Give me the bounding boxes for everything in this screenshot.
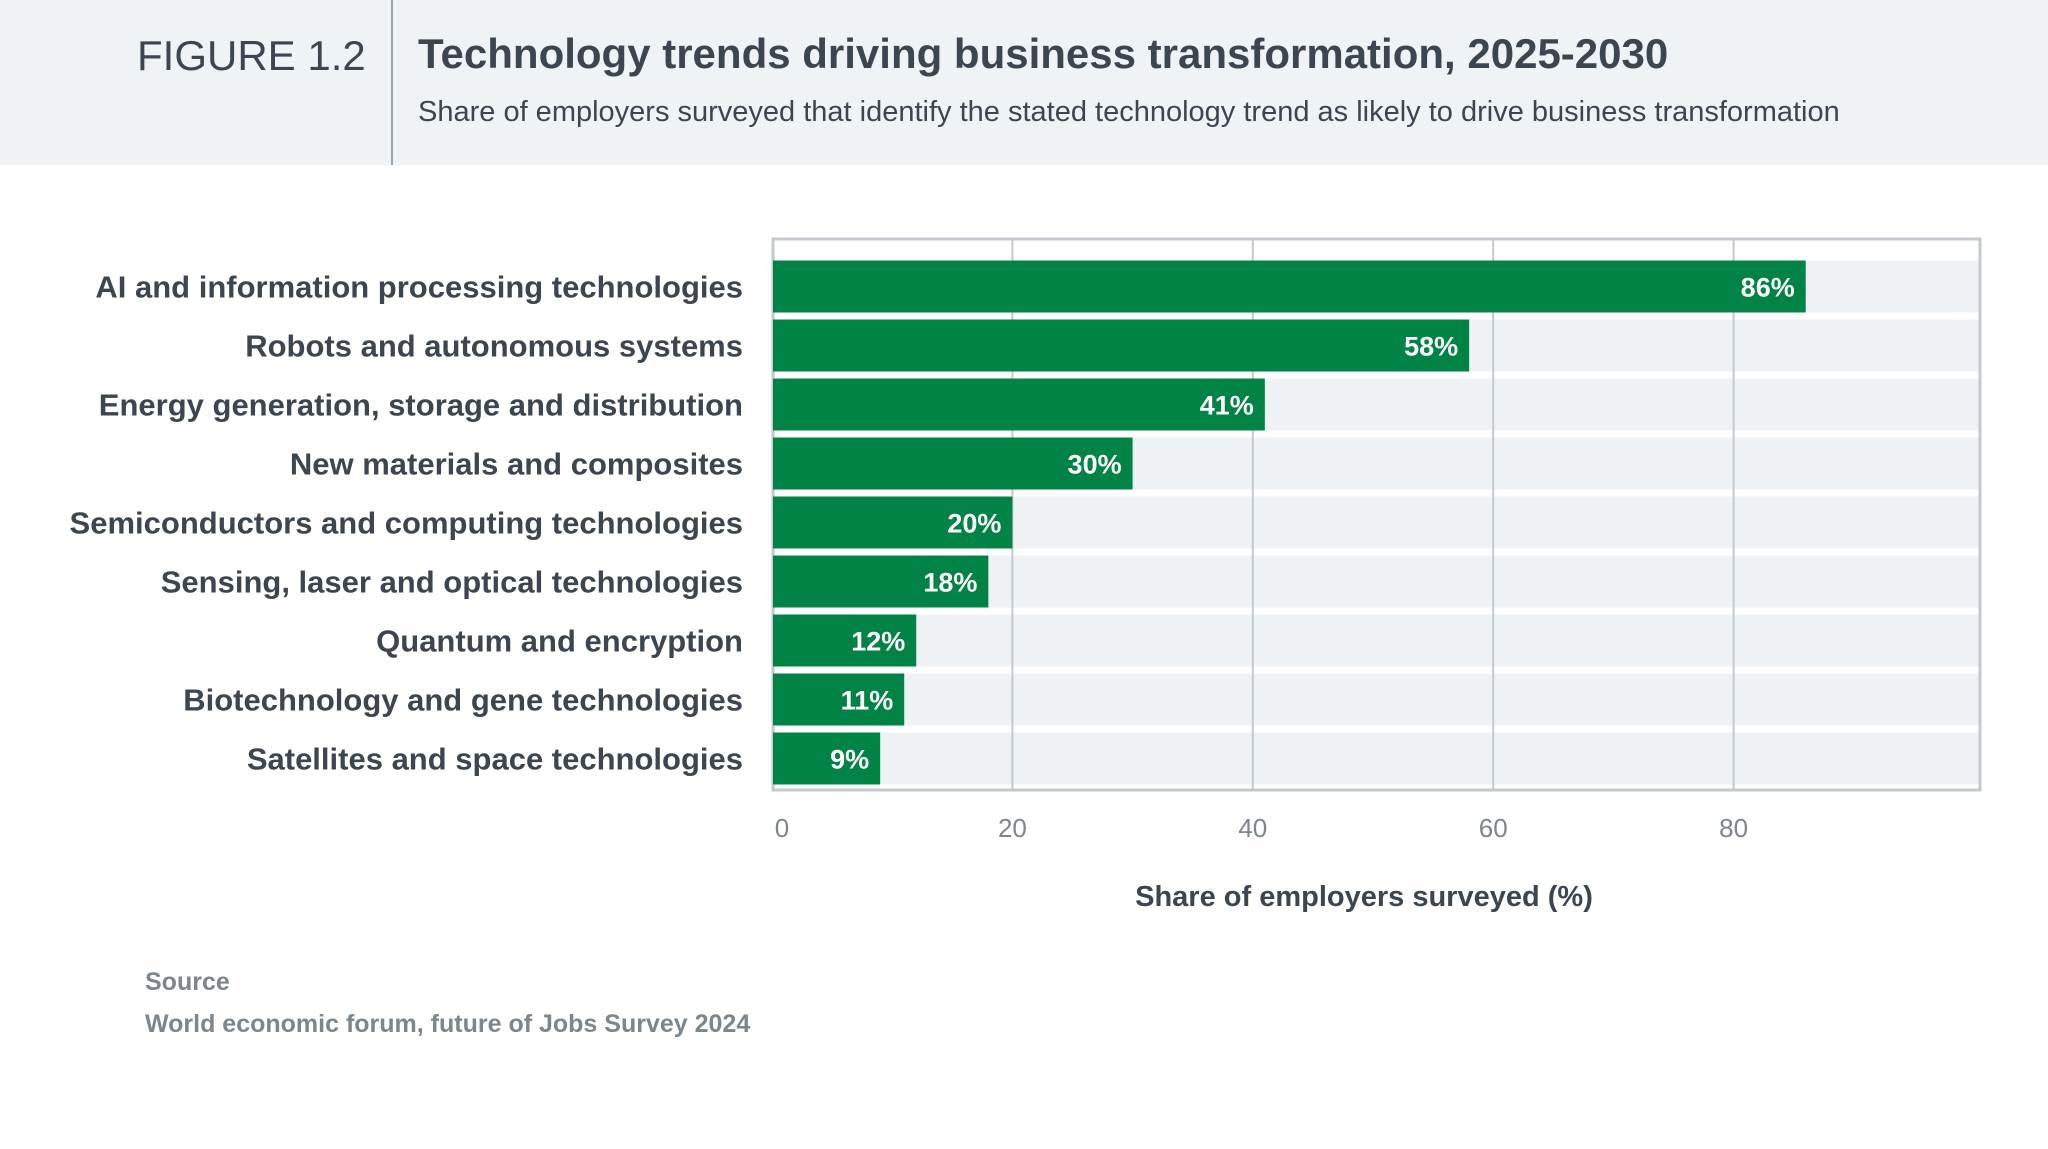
data-label: 9% (830, 745, 869, 775)
category-label: Robots and autonomous systems (245, 329, 743, 364)
x-tick-label: 40 (1238, 813, 1267, 843)
figure-header: FIGURE 1.2 Technology trends driving bus… (0, 0, 2048, 165)
data-label: 20% (947, 509, 1001, 539)
bar (773, 555, 989, 608)
data-label: 86% (1741, 273, 1795, 303)
x-tick-label: 20 (998, 813, 1027, 843)
row-band (773, 614, 1980, 667)
category-label: AI and information processing technologi… (95, 270, 743, 305)
category-label: Sensing, laser and optical technologies (161, 565, 743, 600)
data-label: 11% (841, 686, 894, 716)
x-tick-label: 80 (1719, 813, 1748, 843)
bar (773, 614, 917, 667)
category-label: Quantum and encryption (376, 624, 743, 659)
row-band (773, 673, 1980, 726)
bar (773, 437, 1133, 490)
data-label: 18% (923, 568, 977, 598)
row-band (773, 732, 1980, 785)
chart-subtitle: Share of employers surveyed that identif… (418, 96, 1840, 128)
category-label: Semiconductors and computing technologie… (70, 506, 743, 541)
x-tick-label: 60 (1479, 813, 1508, 843)
bar (773, 732, 881, 785)
category-label: Energy generation, storage and distribut… (99, 388, 743, 423)
header-divider (391, 0, 393, 165)
bar (773, 673, 905, 726)
source-heading: Source (145, 968, 230, 996)
bar (773, 378, 1265, 431)
figure-label: FIGURE 1.2 (137, 32, 366, 79)
category-label: New materials and composites (290, 447, 743, 482)
data-label: 58% (1404, 332, 1458, 362)
category-label: Biotechnology and gene technologies (183, 683, 743, 718)
bar (773, 496, 1013, 549)
data-label: 41% (1200, 391, 1254, 421)
x-axis-title: Share of employers surveyed (%) (1135, 881, 1593, 913)
source-text: World economic forum, future of Jobs Sur… (145, 1010, 751, 1038)
data-label: 30% (1068, 450, 1122, 480)
data-label: 12% (851, 627, 905, 657)
x-tick-label: 0 (775, 813, 789, 843)
bar (773, 260, 1806, 313)
chart-title: Technology trends driving business trans… (418, 30, 1669, 77)
category-label: Satellites and space technologies (247, 742, 743, 777)
bar (773, 319, 1470, 372)
